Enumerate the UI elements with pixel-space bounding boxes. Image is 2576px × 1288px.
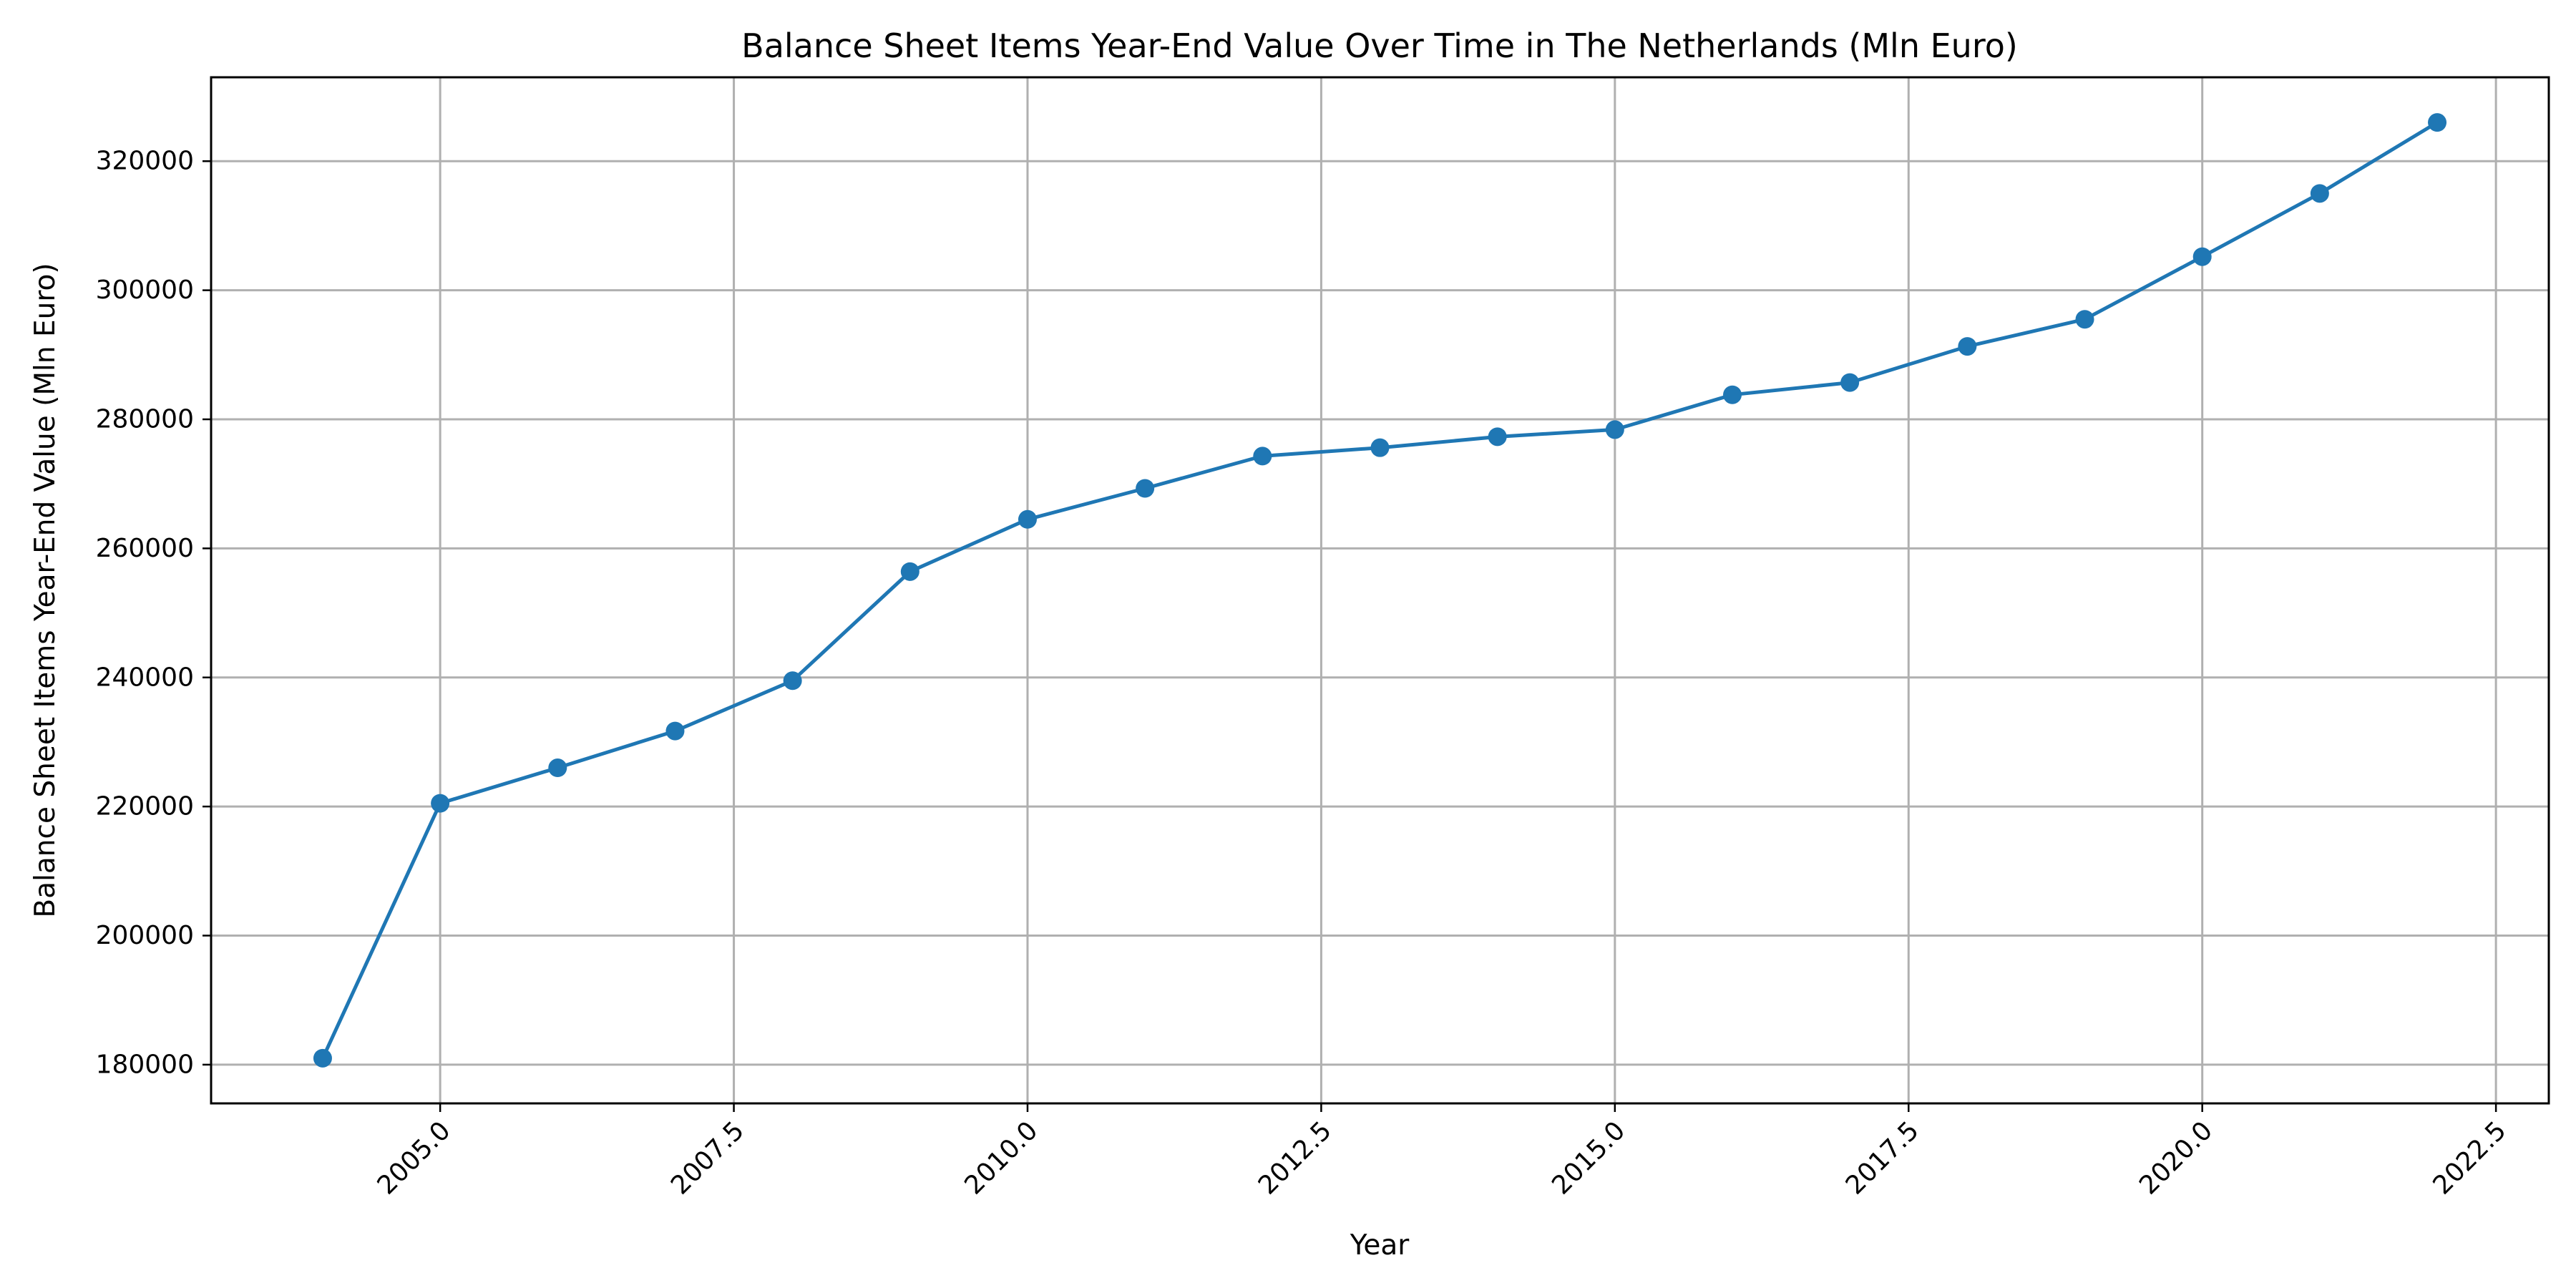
data-point	[1723, 385, 1742, 404]
plot-frame	[210, 76, 2550, 1105]
y-tick-label: 300000	[96, 275, 194, 305]
data-point	[1840, 373, 1860, 392]
series-line	[321, 120, 2439, 1060]
data-point	[1605, 420, 1624, 439]
grid	[211, 77, 2549, 1103]
data-point	[2428, 113, 2447, 132]
data-point	[2075, 310, 2094, 329]
y-tick-label: 260000	[96, 534, 194, 563]
x-tick-label: 2005.0	[372, 1116, 457, 1201]
data-point	[1488, 427, 1507, 447]
chart-title: Balance Sheet Items Year-End Value Over …	[741, 26, 2018, 65]
x-axis: 2005.0 2007.5 2010.0 2012.5 2015.0 2017.5 2020…	[372, 1103, 2512, 1201]
x-tick-label: 2020.0	[2134, 1116, 2218, 1201]
x-tick-label: 2010.0	[959, 1116, 1043, 1201]
data-point	[313, 1048, 332, 1068]
data-point	[1136, 479, 1155, 498]
data-point	[1958, 337, 1977, 356]
y-axis: 180000 200000 220000 240000 260000 280000 3000…	[96, 147, 211, 1079]
data-point	[548, 758, 567, 778]
data-point	[2310, 184, 2329, 203]
x-tick-label: 2007.5	[665, 1116, 750, 1201]
data-point	[2192, 247, 2212, 266]
data-point	[665, 721, 685, 741]
y-tick-label: 200000	[96, 921, 194, 950]
x-tick-label: 2022.5	[2428, 1116, 2512, 1201]
data-point	[1018, 509, 1037, 529]
y-tick-label: 220000	[96, 792, 194, 821]
x-tick-label: 2017.5	[1840, 1116, 1925, 1201]
x-tick-label: 2015.0	[1546, 1116, 1631, 1201]
series-layer	[313, 113, 2447, 1068]
y-tick-label: 280000	[96, 405, 194, 434]
data-point	[431, 794, 450, 813]
data-point	[900, 562, 919, 581]
x-tick-label: 2012.5	[1253, 1116, 1337, 1201]
data-point	[783, 671, 802, 691]
y-axis-label: Balance Sheet Items Year-End Value (Mln …	[29, 263, 62, 917]
y-tick-label: 320000	[96, 147, 194, 176]
x-axis-label: Year	[1350, 1229, 1410, 1262]
y-tick-label: 240000	[96, 663, 194, 692]
data-point	[1253, 447, 1272, 466]
data-point	[1370, 438, 1390, 457]
y-tick-label: 180000	[96, 1050, 194, 1079]
